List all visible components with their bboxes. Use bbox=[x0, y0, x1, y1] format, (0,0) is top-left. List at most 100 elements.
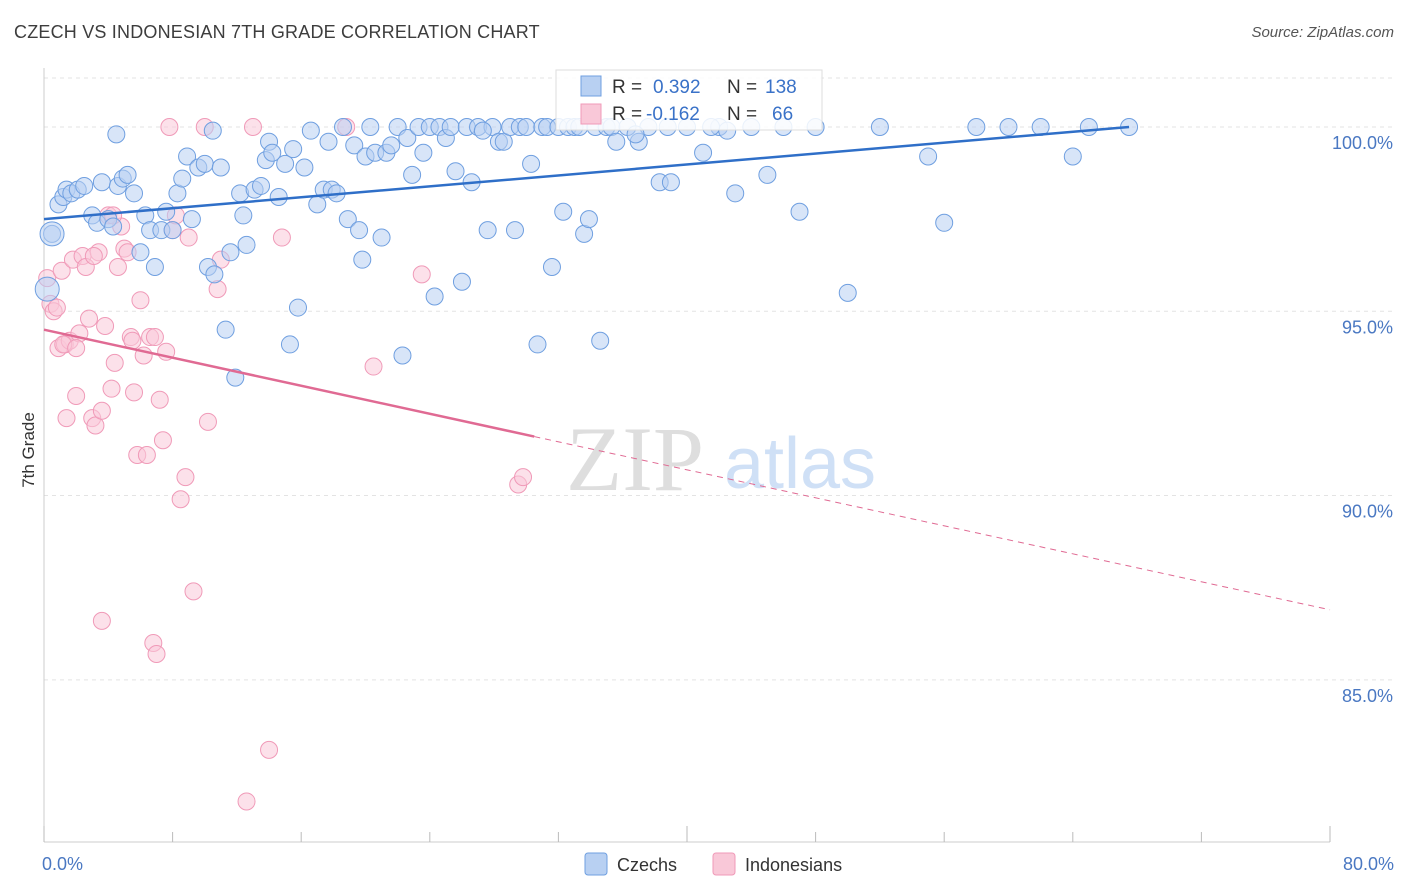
czech-point bbox=[269, 188, 288, 206]
indonesian-point bbox=[272, 228, 291, 247]
indonesian-point bbox=[108, 258, 127, 277]
czech-point bbox=[216, 320, 235, 339]
indonesian-point bbox=[67, 387, 86, 406]
stats-n-value-czechs: 138 bbox=[765, 77, 797, 98]
czech-point-large bbox=[39, 221, 65, 247]
czech-point bbox=[726, 184, 745, 203]
czech-point bbox=[870, 117, 889, 136]
indonesian-point bbox=[80, 309, 99, 328]
czech-point bbox=[935, 213, 954, 232]
trendline-czechs bbox=[43, 125, 1130, 221]
stats-n-value-indonesians: 66 bbox=[772, 104, 793, 125]
x-tick-label: 0.0% bbox=[42, 854, 83, 874]
indonesian-point bbox=[237, 792, 256, 811]
indonesian-point bbox=[67, 339, 86, 358]
chart-title: CZECH VS INDONESIAN 7TH GRADE CORRELATIO… bbox=[14, 22, 540, 42]
trendlines bbox=[43, 125, 1331, 611]
legend-label-czechs: Czechs bbox=[617, 855, 677, 875]
czech-point bbox=[173, 169, 192, 188]
indonesian-point bbox=[57, 409, 76, 428]
legend-swatch-indonesians bbox=[712, 852, 736, 876]
czech-point bbox=[517, 117, 536, 136]
indonesian-point bbox=[153, 431, 172, 450]
czech-point bbox=[607, 132, 626, 151]
czech-point bbox=[353, 250, 372, 269]
czech-point bbox=[382, 136, 401, 155]
y-axis-title: 7th Grade bbox=[19, 412, 38, 488]
czech-point bbox=[131, 243, 150, 262]
czech-point bbox=[203, 121, 222, 140]
trendline-indonesians-extension bbox=[534, 436, 1331, 611]
czech-point bbox=[446, 162, 465, 181]
stats-box: R = 0.392 N = 138 R = -0.162 N = 66 bbox=[555, 69, 823, 131]
indonesian-point bbox=[96, 317, 115, 335]
stats-r-value-czechs: 0.392 bbox=[653, 77, 701, 98]
watermark: ZIP atlas bbox=[566, 408, 876, 510]
indonesian-point bbox=[260, 740, 279, 759]
czech-point bbox=[473, 121, 492, 140]
indonesian-point bbox=[125, 383, 144, 402]
indonesian-point bbox=[364, 357, 383, 376]
indonesian-point bbox=[243, 117, 262, 136]
czech-point bbox=[205, 265, 224, 284]
bottom-legend: Czechs Indonesians bbox=[584, 852, 842, 876]
czech-point bbox=[542, 258, 561, 277]
czech-point bbox=[1063, 147, 1082, 166]
czech-point bbox=[288, 298, 307, 317]
czech-point bbox=[528, 335, 547, 354]
czech-point bbox=[361, 117, 380, 136]
indonesian-point bbox=[47, 298, 66, 317]
czech-point bbox=[221, 243, 240, 262]
x-tick-label: 80.0% bbox=[1343, 854, 1394, 874]
y-tick-label: 90.0% bbox=[1342, 502, 1393, 522]
czech-point bbox=[178, 147, 197, 166]
indonesian-point bbox=[412, 265, 431, 284]
trendline-indonesians bbox=[43, 328, 535, 438]
indonesian-point bbox=[208, 280, 227, 299]
indonesian-point bbox=[137, 446, 156, 464]
czech-point bbox=[478, 221, 497, 240]
stats-n-label-czechs: N = bbox=[727, 77, 757, 98]
czech-point bbox=[263, 143, 282, 162]
czech-point bbox=[301, 121, 320, 140]
czech-point bbox=[163, 221, 182, 240]
czech-point bbox=[211, 158, 230, 177]
czech-point bbox=[107, 125, 126, 144]
indonesian-point bbox=[160, 117, 179, 136]
czech-point bbox=[234, 206, 253, 225]
czech-point bbox=[403, 165, 422, 184]
czech-point bbox=[967, 117, 986, 136]
indonesian-point bbox=[102, 379, 121, 398]
czech-point bbox=[372, 228, 391, 247]
czech-point bbox=[522, 154, 541, 173]
czech-point bbox=[393, 346, 412, 365]
czech-point bbox=[145, 258, 164, 277]
czech-point bbox=[1079, 117, 1098, 136]
czech-point bbox=[75, 176, 94, 195]
czech-point bbox=[414, 143, 433, 162]
czech-point bbox=[237, 235, 256, 254]
stats-r-value-indonesians: -0.162 bbox=[646, 104, 700, 125]
czech-point bbox=[661, 173, 680, 192]
watermark-atlas: atlas bbox=[724, 424, 876, 504]
y-tick-label: 95.0% bbox=[1342, 317, 1393, 337]
czech-point-large bbox=[34, 276, 60, 302]
stats-n-label-indonesians: N = bbox=[727, 104, 757, 125]
czech-point bbox=[252, 176, 271, 195]
indonesian-point bbox=[150, 390, 169, 409]
indonesian-point bbox=[176, 468, 195, 487]
indonesian-point bbox=[184, 582, 203, 601]
y-tick-label: 100.0% bbox=[1332, 133, 1393, 153]
czech-point bbox=[125, 184, 144, 203]
indonesian-point bbox=[131, 291, 150, 310]
czech-point bbox=[554, 202, 573, 221]
axes: 85.0% 90.0% 95.0% 100.0% 0.0% 80.0% bbox=[42, 68, 1394, 874]
indonesian-point bbox=[52, 261, 71, 280]
indonesian-point bbox=[514, 468, 533, 487]
indonesian-point bbox=[179, 228, 198, 247]
czech-point bbox=[284, 140, 303, 159]
y-tick-label: 85.0% bbox=[1342, 686, 1393, 706]
czech-point bbox=[319, 132, 338, 151]
czech-point bbox=[157, 202, 176, 221]
